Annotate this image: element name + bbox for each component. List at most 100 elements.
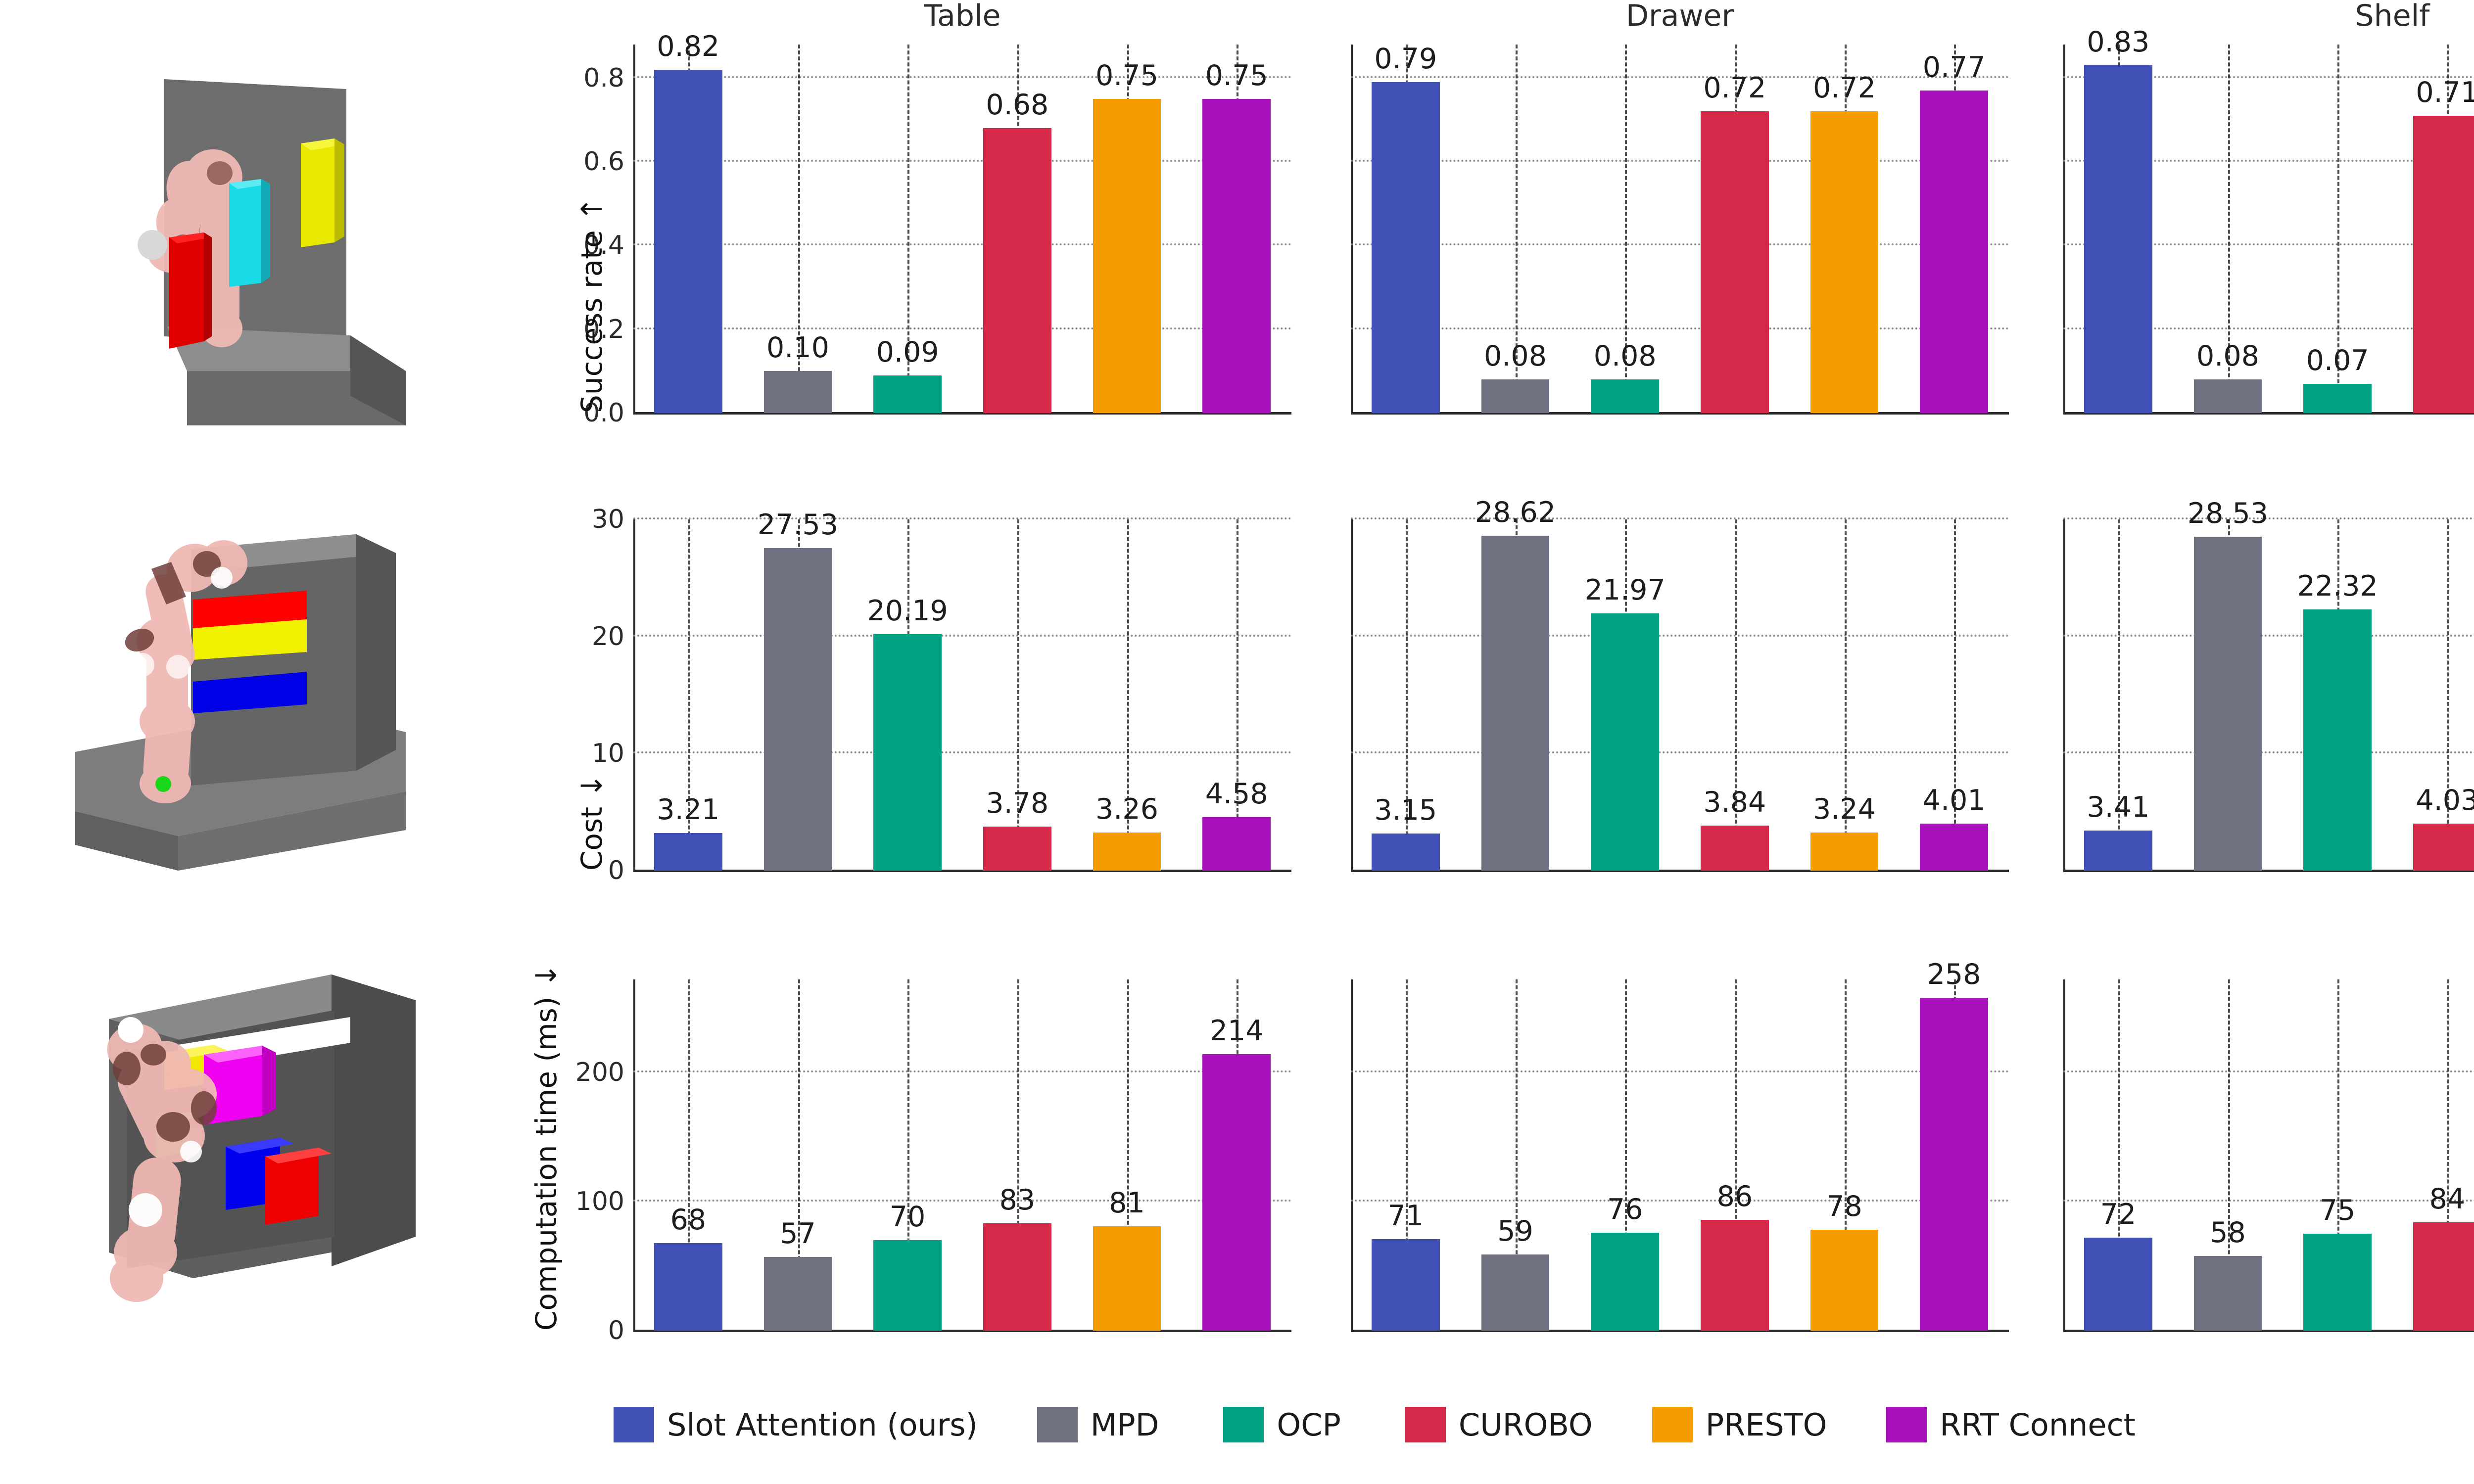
bar-center-line (1017, 979, 1019, 1331)
gridline (2063, 160, 2474, 162)
bar-center-line (2447, 979, 2449, 1331)
gridline (2063, 1199, 2474, 1202)
gridline (633, 1070, 1291, 1072)
bar-value-label: 0.72 (1703, 72, 1766, 105)
bar-center-line (1734, 519, 1737, 871)
bar-ocp (873, 1240, 942, 1331)
bar-center-line (2118, 519, 2120, 871)
legend-swatch-icon (1037, 1407, 1078, 1442)
drawer-scene (30, 475, 529, 910)
y-tick-label: 0.6 (583, 147, 624, 177)
bar-presto (1810, 833, 1879, 871)
bar-rrt-connect (1202, 1054, 1271, 1331)
chart-grid: Table 0.0 0.2 0.4 0.6 0.8 0.82 0.10 0.09 0.68 0.75… (529, 0, 2474, 1385)
legend-item-slot-attention-ours[interactable]: Slot Attention (ours) (614, 1407, 978, 1443)
chart-panel-drawer: Drawer 0.79 0.08 0.08 0.72 0.72 0.77 (1351, 0, 2009, 460)
bar-center-line (907, 979, 910, 1331)
bar-rrt-connect (1920, 91, 1988, 413)
legend-label: OCP (1277, 1406, 1341, 1443)
bar-value-label: 0.10 (766, 331, 829, 365)
legend-label: MPD (1090, 1406, 1159, 1443)
bar-value-label: 4.01 (1922, 784, 1986, 817)
plot-area: 7258758478265 (2063, 979, 2474, 1332)
legend: Slot Attention (ours) MPD OCP CUROBO PRESTO R… (0, 1395, 2474, 1454)
bar-value-label: 3.15 (1374, 794, 1437, 827)
bar-center-line (2337, 979, 2340, 1331)
bar-value-label: 3.41 (2087, 791, 2150, 824)
bar-curobo (1701, 111, 1769, 413)
gridline (2063, 517, 2474, 519)
bar-curobo (2413, 115, 2474, 413)
plot-area: 0.79 0.08 0.08 0.72 0.72 0.77 (1351, 43, 2009, 415)
y-tick-label: 200 (575, 1057, 624, 1087)
legend-swatch-icon (1886, 1407, 1927, 1442)
gridline (1351, 76, 2009, 78)
bar-presto (1093, 1226, 1161, 1331)
legend-item-mpd[interactable]: MPD (1037, 1407, 1159, 1443)
bar-value-label: 22.32 (2297, 569, 2378, 603)
bar-rrt-connect (1202, 817, 1271, 871)
y-axis-line (633, 45, 635, 413)
bar-center-line (2228, 45, 2230, 413)
bar-ocp (1591, 1232, 1659, 1331)
gridline (1351, 160, 2009, 162)
bar-center-line (1844, 519, 1847, 871)
y-tick-label: 10 (591, 739, 624, 769)
gridline (633, 751, 1291, 754)
gridline (633, 76, 1291, 78)
bar-center-line (798, 979, 800, 1331)
bar-value-label: 0.72 (1813, 72, 1876, 105)
x-axis-line (1351, 412, 2009, 415)
bar-value-label: 0.75 (1095, 59, 1158, 93)
gridline (1351, 1199, 2009, 1202)
gridline (1351, 327, 2009, 329)
panel-title: Drawer (1625, 0, 1734, 33)
bar-slot-attention-ours (654, 1243, 722, 1331)
chart-panel-cost: 0 10 20 30 3.21 27.53 20.19 3.78 3.26 4.58 Cost ↓ (575, 460, 1291, 920)
bar-slot-attention-ours (654, 833, 722, 871)
x-axis-line (2063, 412, 2474, 415)
bar-curobo (983, 826, 1051, 871)
bar-value-label: 72 (2100, 1198, 2137, 1231)
bar-value-label: 28.53 (2187, 497, 2269, 530)
bar-value-label: 58 (2210, 1216, 2246, 1249)
legend-label: RRT Connect (1940, 1406, 2136, 1443)
bar-rrt-connect (1202, 99, 1271, 413)
bar-ocp (2303, 1234, 2372, 1331)
bar-ocp (1591, 613, 1659, 871)
bar-mpd (763, 371, 832, 413)
y-tick-label: 0 (608, 1316, 624, 1345)
y-tick-label: 20 (591, 621, 624, 651)
bar-value-label: 76 (1607, 1193, 1643, 1226)
plot-area: 0.830.080.070.710.720.80 (2063, 26, 2474, 415)
shelf-scene (30, 920, 529, 1355)
y-axis-line (1351, 45, 1353, 413)
legend-item-curobo[interactable]: CUROBO (1405, 1407, 1593, 1443)
x-axis-line (1351, 1330, 2009, 1332)
bar-value-label: 3.26 (1095, 792, 1158, 826)
bar-mpd (2193, 1255, 2262, 1331)
table-scene (30, 30, 529, 465)
bar-value-label: 0.68 (986, 89, 1049, 122)
gridline (633, 517, 1291, 519)
bar-rrt-connect (1920, 824, 1988, 871)
y-axis-line (633, 979, 635, 1331)
legend-label: Slot Attention (ours) (667, 1406, 978, 1443)
panel-title: Shelf (2355, 0, 2430, 33)
panel-title: Table (924, 0, 1001, 33)
bar-curobo (1701, 826, 1769, 871)
bar-center-line (1405, 979, 1408, 1331)
bar-value-label: 78 (1826, 1190, 1862, 1223)
bar-center-line (1954, 519, 1956, 871)
bar-ocp (2303, 609, 2372, 871)
legend-item-presto[interactable]: PRESTO (1652, 1407, 1827, 1443)
bar-ocp (2303, 383, 2372, 413)
bar-slot-attention-ours (2084, 831, 2152, 871)
plot-area: 0 10 20 30 3.21 27.53 20.19 3.78 3.26 4.58 (592, 505, 1291, 885)
bar-center-line (1127, 519, 1129, 871)
legend-item-ocp[interactable]: OCP (1223, 1406, 1341, 1443)
legend-item-rrt-connect[interactable]: RRT Connect (1886, 1407, 2136, 1443)
bar-presto (1093, 832, 1161, 871)
